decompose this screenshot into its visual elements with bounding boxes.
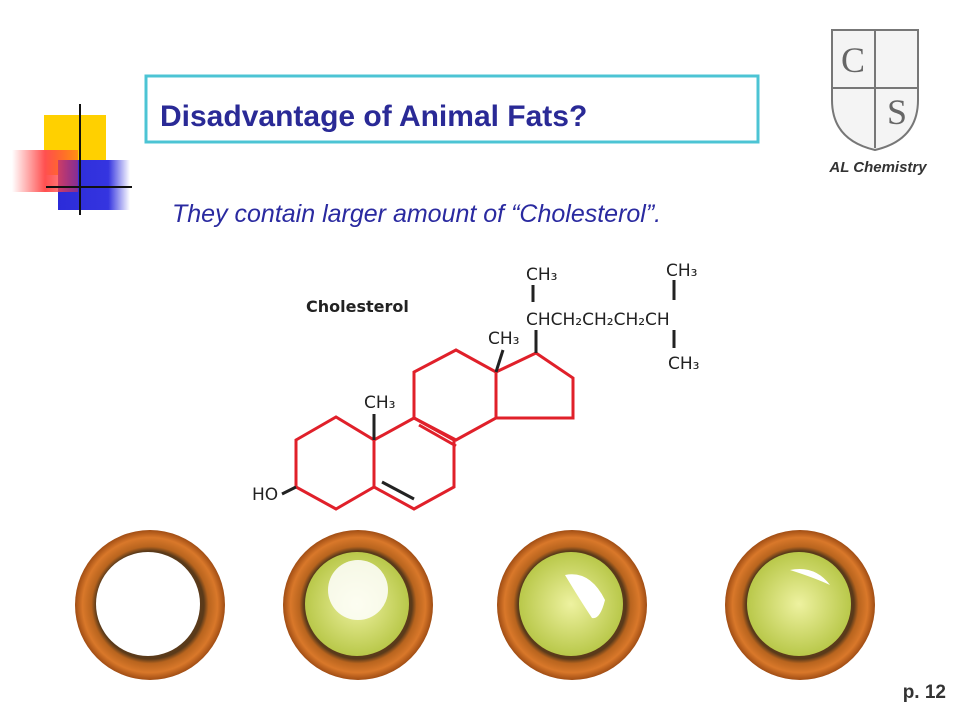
bonds	[281, 280, 676, 501]
logo: C S	[831, 29, 919, 152]
title-box	[144, 74, 760, 144]
group-label: CH₃	[488, 329, 519, 349]
group-label: CH₃	[666, 261, 697, 281]
page-number: p. 12	[903, 682, 946, 703]
diagram-title: Cholesterol	[306, 297, 409, 316]
group-label: CH₃	[526, 265, 557, 285]
artery-illustrations	[75, 530, 875, 680]
group-label: HO	[252, 485, 278, 505]
subtitle: They contain larger amount of “Cholester…	[172, 200, 661, 228]
svg-text:C: C	[841, 40, 865, 80]
title: Disadvantage of Animal Fats?	[160, 100, 587, 133]
svg-text:S: S	[887, 92, 907, 132]
group-label: CH₃	[364, 393, 395, 413]
ring-structure	[294, 348, 575, 511]
group-label: CHCH₂CH₂CH₂CH	[526, 310, 670, 330]
group-label: CH₃	[668, 354, 699, 374]
decoration	[12, 104, 132, 215]
logo-caption: AL Chemistry	[828, 159, 927, 176]
